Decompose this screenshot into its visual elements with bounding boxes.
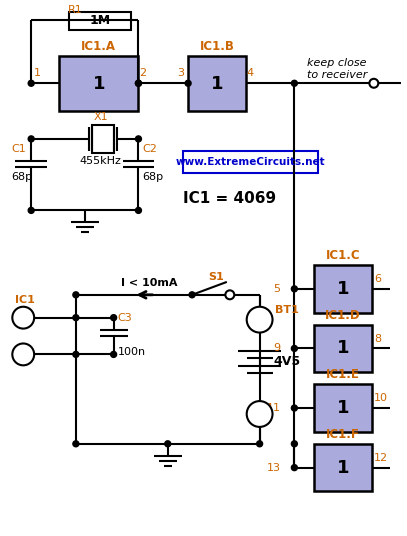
Circle shape <box>73 441 79 447</box>
Circle shape <box>165 441 171 447</box>
Text: IC1.D: IC1.D <box>325 309 361 322</box>
Circle shape <box>73 292 79 298</box>
Bar <box>183 151 318 173</box>
Circle shape <box>136 207 141 213</box>
Text: −: − <box>252 405 268 423</box>
Text: IC1 = 4069: IC1 = 4069 <box>183 191 276 206</box>
Text: 1: 1 <box>337 339 349 358</box>
Bar <box>314 384 372 432</box>
Text: +: + <box>252 311 267 329</box>
Circle shape <box>12 307 34 329</box>
Text: BT1: BT1 <box>274 304 298 315</box>
Text: 14: 14 <box>16 312 31 323</box>
Text: IC1.C: IC1.C <box>326 249 360 262</box>
Text: C2: C2 <box>142 144 157 154</box>
Text: 11: 11 <box>267 403 280 413</box>
Circle shape <box>291 441 298 447</box>
Text: IC1.F: IC1.F <box>326 428 360 441</box>
Circle shape <box>247 307 273 332</box>
Circle shape <box>111 352 116 358</box>
Text: 5: 5 <box>274 284 280 294</box>
Text: IC1.A: IC1.A <box>81 41 116 54</box>
Text: keep close: keep close <box>307 58 367 69</box>
Text: S1: S1 <box>208 272 224 282</box>
Text: 7: 7 <box>20 349 27 360</box>
Text: 9: 9 <box>274 344 280 353</box>
Text: 8: 8 <box>374 333 381 344</box>
Circle shape <box>291 286 298 292</box>
Text: 6: 6 <box>374 274 381 284</box>
Circle shape <box>12 344 34 366</box>
Text: 1: 1 <box>211 75 223 93</box>
Text: 2: 2 <box>140 68 147 78</box>
Circle shape <box>111 315 116 321</box>
Text: 1: 1 <box>92 75 105 93</box>
Text: 4: 4 <box>247 68 254 78</box>
Circle shape <box>28 80 34 86</box>
Circle shape <box>247 401 273 427</box>
Text: C1: C1 <box>11 144 26 154</box>
Text: 13: 13 <box>267 463 280 473</box>
Text: 1: 1 <box>337 399 349 417</box>
Text: 100n: 100n <box>118 347 146 357</box>
Circle shape <box>291 465 298 471</box>
Circle shape <box>136 80 141 86</box>
Text: 68p: 68p <box>142 172 164 182</box>
Text: 455kHz: 455kHz <box>80 156 122 166</box>
Text: IC1: IC1 <box>15 295 35 305</box>
Text: X1: X1 <box>93 112 108 122</box>
Circle shape <box>73 315 79 321</box>
Circle shape <box>225 291 234 299</box>
Bar <box>314 325 372 373</box>
Circle shape <box>257 441 263 447</box>
Text: 10: 10 <box>374 393 388 403</box>
Circle shape <box>73 352 79 358</box>
Text: 1M: 1M <box>89 14 110 27</box>
Circle shape <box>291 346 298 352</box>
Text: 12: 12 <box>374 453 388 463</box>
Circle shape <box>136 80 141 86</box>
Text: 1: 1 <box>337 280 349 298</box>
Text: to receiver: to receiver <box>307 70 368 80</box>
Text: R1: R1 <box>68 5 82 15</box>
Circle shape <box>291 80 298 86</box>
Circle shape <box>136 136 141 142</box>
Bar <box>59 56 138 111</box>
Text: I < 10mA: I < 10mA <box>120 278 177 288</box>
Text: 68p: 68p <box>11 172 33 182</box>
Text: IC1.B: IC1.B <box>199 41 234 54</box>
Bar <box>188 56 246 111</box>
Bar <box>92 125 114 153</box>
Circle shape <box>185 80 191 86</box>
Circle shape <box>370 79 378 88</box>
Text: 1: 1 <box>337 459 349 477</box>
Bar <box>314 265 372 312</box>
Circle shape <box>28 207 34 213</box>
Circle shape <box>189 292 195 298</box>
Circle shape <box>28 136 34 142</box>
Text: www.ExtremeCircuits.net: www.ExtremeCircuits.net <box>176 157 326 167</box>
Text: 4V5: 4V5 <box>274 355 301 368</box>
Text: IC1.E: IC1.E <box>326 368 360 381</box>
Text: 3: 3 <box>177 68 184 78</box>
Circle shape <box>291 405 298 411</box>
Bar <box>69 12 131 29</box>
Bar <box>314 444 372 492</box>
Text: 1: 1 <box>34 68 41 78</box>
Text: C3: C3 <box>118 313 132 323</box>
